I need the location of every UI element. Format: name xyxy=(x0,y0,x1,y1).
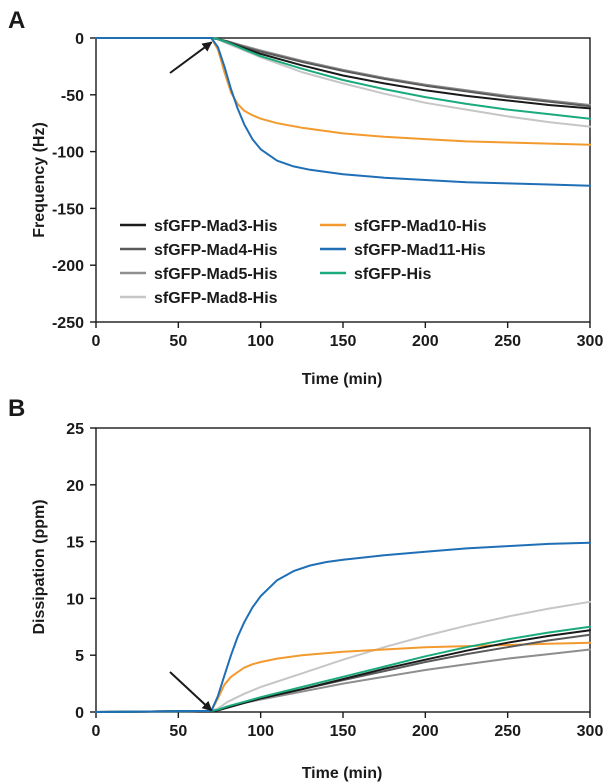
chart-b-y-tick-label: 10 xyxy=(66,591,84,608)
chart-a-x-tick-label: 50 xyxy=(169,333,187,350)
legend-label: sfGFP-Mad4-His xyxy=(154,242,278,259)
legend-item-sfgfp-mad5-his: sfGFP-Mad5-His xyxy=(120,266,278,283)
legend-label: sfGFP-Mad11-His xyxy=(354,242,486,259)
series-line-sfgfp-mad8-his xyxy=(95,37,591,128)
chart-a-x-tick-label: 200 xyxy=(412,333,439,350)
chart-a-x-tick-label: 300 xyxy=(577,333,604,350)
series-line-sfgfp-mad3-his xyxy=(95,629,591,713)
chart-b-x-axis-title: Time (min) xyxy=(302,765,383,782)
chart-b-x-tick-label: 0 xyxy=(92,723,101,740)
legend-label: sfGFP-Mad10-His xyxy=(354,218,487,235)
chart-panel-b: B 0 50 100 150 200 250 300 0 5 10 15 20 25 Time (min… xyxy=(8,395,603,782)
chart-a-x-tick-label: 250 xyxy=(494,333,521,350)
legend-item-sfgfp-mad4-his: sfGFP-Mad4-His xyxy=(120,242,278,259)
chart-a-y-tick-label: -250 xyxy=(52,315,84,332)
chart-b-y-tick-label: 0 xyxy=(75,705,84,722)
legend-label: sfGFP-Mad3-His xyxy=(154,218,278,235)
chart-a-marks: 0 50 100 150 200 250 300 0 -50 -100 -150 -200 -250 xyxy=(52,31,603,350)
chart-a-arrow-annotation xyxy=(169,41,213,74)
chart-b-x-tick-label: 100 xyxy=(247,723,274,740)
chart-b-y-tick-label: 25 xyxy=(66,421,84,438)
series-line-sfgfp-his xyxy=(95,37,591,120)
chart-b-arrow-annotation xyxy=(169,671,213,712)
chart-b-x-tick-label: 200 xyxy=(412,723,439,740)
chart-a-x-tick-label: 100 xyxy=(247,333,274,350)
chart-b-y-axis-title: Dissipation (ppm) xyxy=(31,499,48,634)
chart-a-y-tick-label: 0 xyxy=(75,31,84,48)
chart-b-plot-frame xyxy=(95,427,591,713)
series-line-sfgfp-his xyxy=(95,625,591,713)
series-line-sfgfp-mad10-his xyxy=(95,37,591,146)
legend-label: sfGFP-Mad8-His xyxy=(154,290,278,307)
chart-a-x-tick-label: 150 xyxy=(330,333,357,350)
chart-b-y-tick-label: 15 xyxy=(66,535,84,552)
chart-b-y-tick-label: 20 xyxy=(66,478,84,495)
chart-panel-a: A 0 50 100 150 200 250 300 0 -50 -100 -150 -200 -250… xyxy=(8,7,603,388)
chart-a-y-axis-title: Frequency (Hz) xyxy=(31,122,48,238)
chart-b-x-tick-label: 50 xyxy=(169,723,187,740)
chart-a-legend: sfGFP-Mad3-His sfGFP-Mad4-His sfGFP-Mad5-H… xyxy=(120,218,487,307)
chart-b-marks: 0 50 100 150 200 250 300 0 5 10 15 20 25 xyxy=(66,421,603,740)
panel-label-b: B xyxy=(8,395,25,422)
chart-a-x-tick-label: 0 xyxy=(92,333,101,350)
series-line-sfgfp-mad11-his xyxy=(95,541,591,713)
panel-label-a: A xyxy=(8,7,25,34)
legend-item-sfgfp-mad10-his: sfGFP-Mad10-His xyxy=(320,218,487,235)
series-line-sfgfp-mad11-his xyxy=(95,37,591,187)
chart-a-y-tick-label: -50 xyxy=(61,88,84,105)
legend-item-sfgfp-mad8-his: sfGFP-Mad8-His xyxy=(120,290,278,307)
chart-a-y-tick-label: -100 xyxy=(52,145,84,162)
chart-b-x-tick-label: 150 xyxy=(330,723,357,740)
chart-a-x-axis-title: Time (min) xyxy=(302,371,383,388)
chart-a-y-tick-label: -200 xyxy=(52,258,84,275)
series-line-sfgfp-mad8-his xyxy=(95,600,591,713)
legend-item-sfgfp-his: sfGFP-His xyxy=(320,266,431,283)
chart-a-y-tick-label: -150 xyxy=(52,201,84,218)
legend-item-sfgfp-mad11-his: sfGFP-Mad11-His xyxy=(320,242,486,259)
legend-item-sfgfp-mad3-his: sfGFP-Mad3-His xyxy=(120,218,278,235)
chart-b-y-tick-label: 5 xyxy=(75,648,84,665)
legend-label: sfGFP-His xyxy=(354,266,431,283)
legend-label: sfGFP-Mad5-His xyxy=(154,266,278,283)
chart-b-x-tick-label: 300 xyxy=(577,723,604,740)
chart-b-x-tick-label: 250 xyxy=(494,723,521,740)
